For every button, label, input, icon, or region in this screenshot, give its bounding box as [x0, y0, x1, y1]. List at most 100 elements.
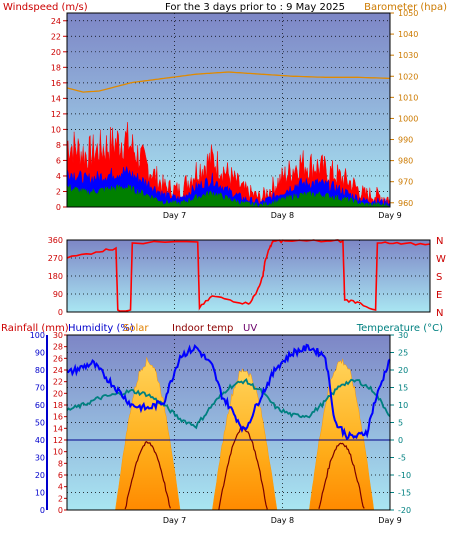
humidity-tick-label: 100	[30, 331, 45, 340]
temp-tick-label: 15	[398, 384, 408, 393]
temp-tick-label: 10	[398, 401, 408, 410]
temperature-label: Temperature (°C)	[356, 323, 443, 334]
wind-tick-label: 18	[51, 63, 61, 72]
baro-tick-label: 1000	[398, 114, 418, 123]
wind-tick-label: 14	[51, 94, 61, 103]
wind-tick-label: 0	[56, 203, 61, 212]
rain-tick-label: 20	[53, 389, 63, 398]
wind-tick-label: 22	[51, 32, 61, 41]
wind-axes: 2422201816141210864201050104010301020101…	[51, 9, 419, 220]
rain-tick-label: 18	[53, 401, 63, 410]
solar-label: Solar	[123, 323, 149, 334]
humidity-tick-label: 50	[35, 419, 45, 428]
baro-tick-label: 970	[398, 178, 413, 187]
humidity-tick-label: 40	[35, 436, 45, 445]
compass-label: N	[436, 308, 443, 319]
direction-tick-label: 360	[48, 236, 63, 245]
rain-tick-label: 30	[53, 331, 63, 340]
wind-series	[66, 71, 391, 208]
rain-tick-label: 26	[53, 354, 63, 363]
rain-axes: 3028262422201816141210864201009080706050…	[30, 331, 411, 525]
temp-tick-label: 5	[398, 419, 403, 428]
rain-series	[66, 343, 391, 511]
rain-tick-label: 14	[53, 424, 63, 433]
compass-label: N	[436, 236, 443, 247]
rain-tick-label: 24	[53, 366, 63, 375]
uv-line	[318, 442, 365, 509]
rain-tick-label: 0	[58, 506, 63, 515]
rain-tick-label: 12	[53, 436, 63, 445]
baro-tick-label: 1040	[398, 30, 418, 39]
baro-axis-title: Barometer (hpa)	[364, 2, 447, 13]
wind-tick-label: 2	[56, 187, 61, 196]
compass-label: S	[436, 272, 442, 283]
wind-tick-label: 16	[51, 79, 61, 88]
temp-tick-label: 0	[398, 436, 403, 445]
direction-tick-label: 0	[58, 308, 63, 317]
humidity-tick-label: 60	[35, 401, 45, 410]
wind-tick-label: 4	[56, 172, 61, 181]
wind-day-label: Day 8	[271, 211, 294, 220]
humidity-line	[66, 343, 391, 441]
wind-day-label: Day 7	[163, 211, 186, 220]
uv-line	[124, 440, 171, 510]
wind-direction-line	[66, 239, 431, 312]
rain-day-label: Day 8	[271, 516, 294, 525]
wind-day-label: Day 9	[378, 211, 401, 220]
direction-series	[66, 239, 431, 312]
wind-tick-label: 24	[51, 17, 61, 26]
baro-tick-label: 990	[398, 136, 413, 145]
uv-label: UV	[243, 323, 257, 334]
temp-tick-label: -5	[398, 454, 406, 463]
rainfall-label: Rainfall (mm)	[1, 323, 69, 334]
chart-title: For the 3 days prior to : 9 May 2025	[165, 2, 345, 13]
rain-day-label: Day 7	[163, 516, 186, 525]
baro-tick-label: 1020	[398, 72, 418, 81]
wind-axis-title: Windspeed (m/s)	[3, 2, 88, 13]
humidity-tick-label: 80	[35, 366, 45, 375]
humidity-tick-label: 70	[35, 384, 45, 393]
temp-tick-label: -10	[398, 471, 411, 480]
direction-tick-label: 180	[48, 272, 63, 281]
barometer-line	[66, 71, 391, 93]
humidity-tick-label: 20	[35, 471, 45, 480]
baro-tick-label: 1030	[398, 51, 418, 60]
temp-tick-label: 30	[398, 331, 408, 340]
compass-label: E	[436, 290, 442, 301]
rain-frame	[66, 334, 391, 511]
wind-tick-label: 20	[51, 48, 61, 57]
rain-tick-label: 8	[58, 459, 63, 468]
baro-tick-label: 1010	[398, 93, 418, 102]
baro-tick-label: 980	[398, 157, 413, 166]
wind-tick-label: 12	[51, 110, 61, 119]
baro-tick-label: 1050	[398, 9, 418, 18]
temp-tick-label: 25	[398, 349, 408, 358]
solar-area	[309, 358, 375, 511]
wind-tick-label: 8	[56, 141, 61, 150]
rain-tick-label: 2	[58, 494, 63, 503]
wind-low-series	[66, 183, 391, 208]
rain-tick-label: 10	[53, 448, 63, 457]
temp-tick-label: 20	[398, 366, 408, 375]
humidity-tick-label: 90	[35, 349, 45, 358]
rain-tick-label: 4	[58, 483, 63, 492]
humidity-tick-label: 10	[35, 489, 45, 498]
baro-tick-label: 960	[398, 199, 413, 208]
rain-tick-label: 28	[53, 343, 63, 352]
wind-tick-label: 6	[56, 156, 61, 165]
rain-day-label: Day 9	[378, 516, 401, 525]
rain-tick-label: 16	[53, 413, 63, 422]
wind-frame	[66, 12, 391, 208]
humidity-tick-label: 0	[40, 506, 45, 515]
direction-tick-label: 90	[53, 290, 63, 299]
compass-label: W	[436, 254, 446, 265]
rain-tick-label: 6	[58, 471, 63, 480]
direction-frame	[66, 239, 431, 313]
rain-tick-label: 22	[53, 378, 63, 387]
direction-tick-label: 270	[48, 254, 63, 263]
humidity-tick-label: 30	[35, 454, 45, 463]
temp-tick-label: -15	[398, 489, 411, 498]
